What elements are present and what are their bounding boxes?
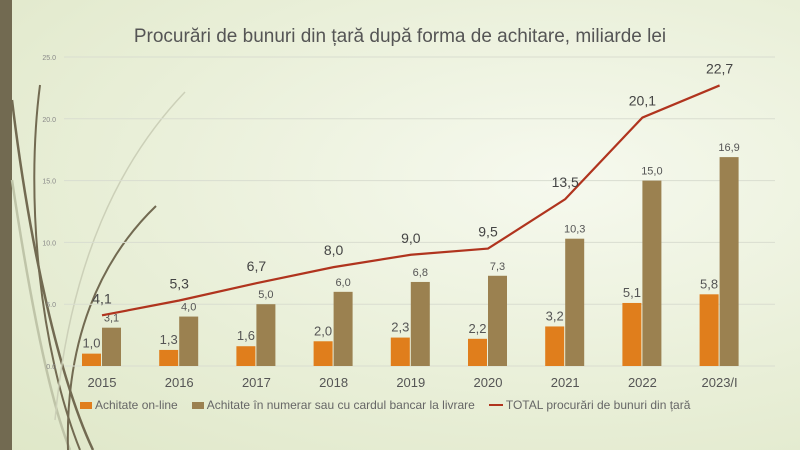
x-tick-label: 2015 bbox=[88, 375, 117, 390]
legend: Achitate on-line Achitate în numerar sau… bbox=[80, 398, 690, 412]
bar-cash bbox=[642, 180, 662, 366]
bar-online bbox=[313, 341, 333, 366]
data-label: 4,0 bbox=[181, 302, 196, 314]
data-label-total: 8,0 bbox=[324, 242, 344, 258]
bar-online bbox=[699, 294, 719, 366]
bar-cash bbox=[719, 157, 739, 366]
data-label: 6,8 bbox=[413, 267, 428, 279]
y-tick-label: 0.0 bbox=[46, 364, 56, 371]
bar-online bbox=[236, 346, 256, 366]
y-tick-label: 15.0 bbox=[42, 179, 56, 186]
data-label-total: 22,7 bbox=[706, 60, 733, 76]
x-tick-label: 2017 bbox=[242, 375, 271, 390]
data-label: 2,2 bbox=[468, 321, 486, 336]
bar-online bbox=[390, 337, 410, 366]
data-label: 6,0 bbox=[335, 277, 350, 289]
data-label: 7,3 bbox=[490, 261, 505, 273]
data-label: 1,3 bbox=[160, 332, 178, 347]
y-tick-label: 5.0 bbox=[46, 302, 56, 309]
data-label: 5,0 bbox=[258, 289, 273, 301]
y-tick-label: 10.0 bbox=[42, 240, 56, 247]
y-tick-label: 20.0 bbox=[42, 117, 56, 124]
bar-online bbox=[468, 338, 487, 366]
legend-label: Achitate on-line bbox=[95, 398, 178, 412]
data-label: 1,6 bbox=[237, 328, 255, 343]
legend-item-cash: Achitate în numerar sau cu cardul bancar… bbox=[191, 398, 475, 412]
data-label: 5,8 bbox=[700, 276, 718, 291]
data-label: 15,0 bbox=[641, 166, 662, 178]
bar-online bbox=[622, 302, 642, 366]
bar-online bbox=[545, 326, 565, 366]
bar-cash bbox=[179, 316, 199, 366]
data-label-total: 20,1 bbox=[629, 93, 656, 109]
legend-swatch bbox=[488, 404, 503, 406]
data-label: 3,2 bbox=[546, 308, 564, 323]
x-tick-label: 2016 bbox=[165, 375, 194, 390]
data-label-total: 9,0 bbox=[401, 230, 421, 246]
line-total bbox=[101, 84, 721, 317]
decorative-side-bar bbox=[0, 0, 12, 450]
x-tick-label: 2022 bbox=[628, 375, 657, 390]
data-label: 16,9 bbox=[718, 142, 739, 154]
legend-label: TOTAL procurări de bunuri din țară bbox=[505, 398, 691, 412]
data-label-total: 6,7 bbox=[247, 258, 267, 274]
bar-cash bbox=[333, 291, 353, 366]
legend-swatch bbox=[80, 401, 92, 409]
legend-label: Achitate în numerar sau cu cardul bancar… bbox=[206, 398, 475, 412]
bar-online bbox=[159, 349, 179, 366]
x-tick-label: 2019 bbox=[396, 375, 425, 390]
bar-cash bbox=[565, 238, 585, 366]
data-label: 2,0 bbox=[314, 323, 332, 338]
legend-item-total: TOTAL procurări de bunuri din țară bbox=[488, 398, 691, 412]
bar-cash bbox=[410, 281, 430, 366]
x-tick-label: 2020 bbox=[474, 375, 503, 390]
data-label-total: 5,3 bbox=[169, 275, 189, 291]
data-label-total: 9,5 bbox=[478, 224, 498, 240]
bar-online bbox=[82, 353, 101, 366]
bar-cash bbox=[102, 327, 121, 366]
y-tick-label: 25.0 bbox=[42, 55, 56, 62]
data-label: 3,1 bbox=[104, 313, 119, 325]
bar-cash bbox=[488, 275, 507, 366]
data-label: 10,3 bbox=[564, 224, 585, 236]
legend-swatch bbox=[191, 401, 204, 409]
data-label: 5,1 bbox=[623, 285, 641, 300]
bar-cash bbox=[256, 304, 276, 366]
legend-item-online: Achitate on-line bbox=[80, 398, 178, 412]
data-label: 2,3 bbox=[391, 320, 409, 335]
data-label-total: 4,1 bbox=[92, 290, 112, 306]
data-label-total: 13,5 bbox=[552, 174, 579, 190]
chart-title: Procurări de bunuri din țară după forma … bbox=[133, 26, 667, 47]
x-tick-label: 2021 bbox=[551, 375, 580, 390]
x-tick-label: 2018 bbox=[319, 375, 348, 390]
x-tick-label: 2023/I bbox=[702, 375, 738, 390]
data-label: 1,0 bbox=[82, 336, 100, 351]
